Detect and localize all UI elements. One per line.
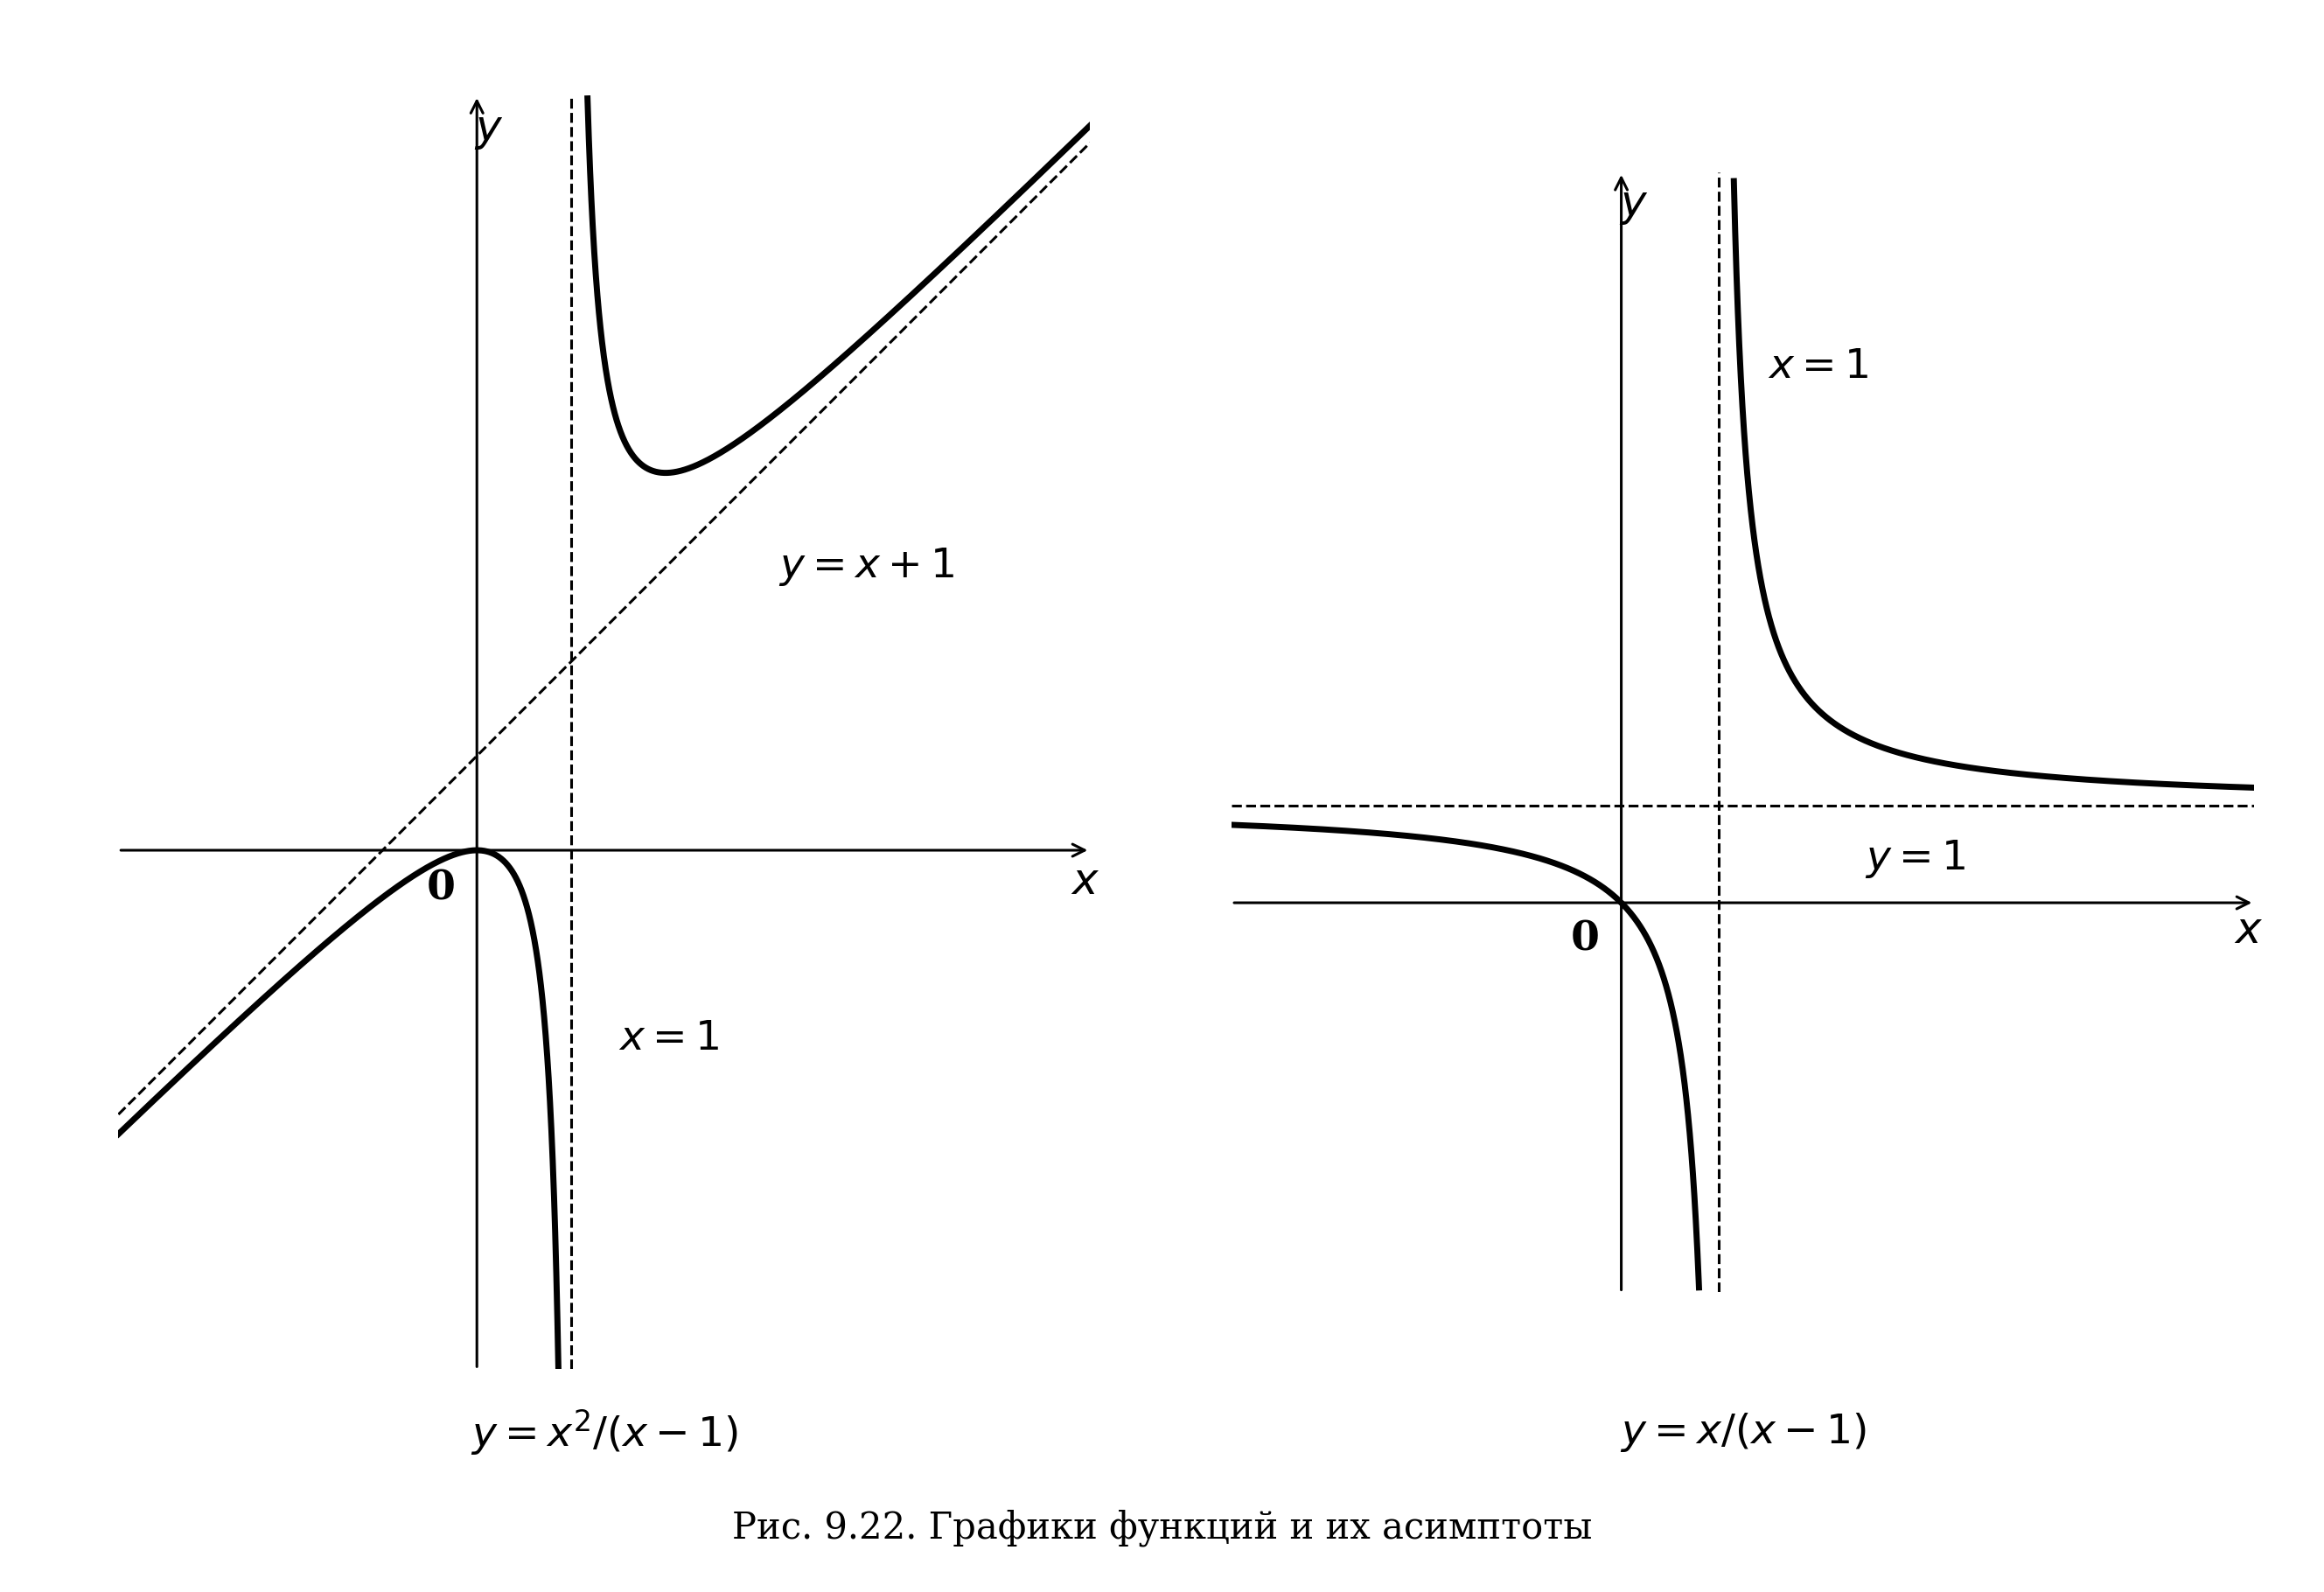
Text: $y = x+1$: $y = x+1$ (779, 546, 955, 587)
Text: $y$: $y$ (1620, 183, 1648, 226)
Text: $x$: $x$ (2233, 909, 2264, 952)
Text: Рис. 9.22. Графики функций и их асимптоты: Рис. 9.22. Графики функций и их асимптот… (732, 1509, 1592, 1547)
Text: $x = 1$: $x = 1$ (1766, 347, 1868, 387)
Text: $y = 1$: $y = 1$ (1864, 837, 1966, 880)
Text: $y = x^2/(x-1)$: $y = x^2/(x-1)$ (469, 1407, 739, 1458)
Text: $x$: $x$ (1071, 860, 1099, 904)
Text: $y$: $y$ (474, 108, 504, 151)
Text: 0: 0 (1571, 919, 1599, 958)
Text: $y = x/(x-1)$: $y = x/(x-1)$ (1620, 1412, 1866, 1453)
Text: $x = 1$: $x = 1$ (618, 1019, 718, 1059)
Text: 0: 0 (428, 869, 456, 909)
